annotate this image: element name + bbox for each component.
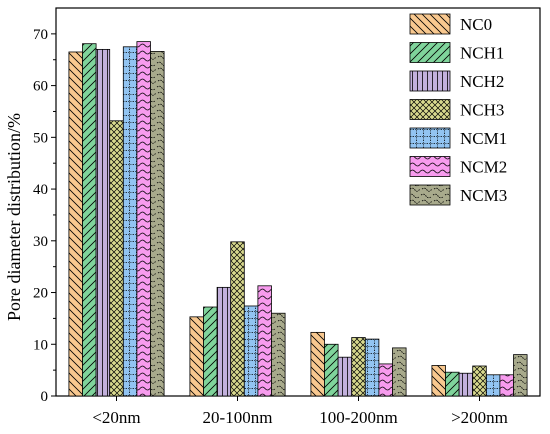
bar-ncm3-3 [392, 347, 407, 397]
bar-nc0-4 [431, 365, 446, 397]
bar-nch3-4 [472, 365, 487, 397]
plot-frame [55, 7, 541, 397]
legend-label-ncm2: NCM2 [460, 158, 507, 177]
bar-nch2-4 [458, 372, 474, 397]
bar-nch2-3 [337, 356, 353, 397]
bar-ncm1-4 [485, 374, 501, 397]
legend-swatch-ncm3 [409, 184, 451, 206]
legend-swatch-nc0 [409, 13, 451, 35]
legend-label-ncm1: NCM1 [460, 129, 507, 148]
plot-area [55, 7, 541, 397]
legend-swatch-nch1 [409, 42, 451, 63]
bar-ncm2-4 [499, 374, 514, 397]
y-tick-label: 30 [33, 234, 48, 250]
bar-ncm3-4 [513, 354, 528, 397]
y-tick-label: 20 [33, 286, 48, 302]
legend: NC0 NCH1 NCH2 NCH3 NCM1 NCM2 NCM3 [409, 13, 507, 206]
bar-nch1-2 [203, 306, 218, 397]
x-tick-label: <20nm [92, 408, 140, 427]
legend-swatch-nch2 [409, 70, 451, 92]
x-tick-label: >200nm [451, 408, 508, 427]
y-tick-label: 10 [33, 337, 48, 353]
bar-ncm2-1 [136, 41, 151, 397]
bar-ncm3-1 [150, 51, 165, 397]
x-tick-label: 100-200nm [319, 408, 397, 427]
bar-ncm2-2 [257, 285, 272, 397]
bar-nc0-1 [68, 51, 83, 397]
legend-swatch-nch3 [409, 99, 451, 120]
bar-ncm1-1 [122, 46, 138, 397]
bar-ncm1-2 [243, 305, 259, 397]
x-axis: <20nm 20-100nm 100-200nm >200nm [92, 396, 508, 427]
bar-nch3-2 [230, 241, 245, 397]
bar-nch2-1 [95, 48, 111, 397]
bar-nch1-3 [324, 343, 339, 397]
bar-nch3-3 [351, 337, 366, 397]
legend-label-nch3: NCH3 [460, 101, 504, 120]
y-tick-label: 0 [41, 389, 49, 405]
legend-swatch-ncm2 [409, 156, 451, 177]
bar-nc0-2 [189, 316, 204, 397]
legend-label-nch1: NCH1 [460, 44, 504, 63]
legend-label-nc0: NC0 [460, 15, 492, 34]
y-tick-label: 40 [33, 182, 48, 198]
bar-ncm1-3 [364, 338, 380, 397]
y-tick-label: 50 [33, 130, 48, 146]
bar-ncm3-2 [271, 312, 286, 397]
bar-nch1-4 [445, 371, 460, 397]
bar-nch1-1 [82, 43, 97, 397]
legend-swatch-ncm1 [409, 127, 451, 149]
legend-label-nch2: NCH2 [460, 72, 504, 91]
y-axis: 0 10 20 30 40 50 60 70 [33, 27, 56, 405]
x-tick-label: 20-100nm [203, 408, 273, 427]
bar-nch3-1 [109, 120, 124, 397]
legend-label-ncm3: NCM3 [460, 186, 507, 205]
bar-nch2-2 [216, 286, 232, 397]
bar-ncm2-3 [378, 363, 393, 397]
y-axis-title: Pore diameter distribution/% [4, 113, 24, 321]
y-tick-label: 60 [33, 79, 48, 95]
y-tick-label: 70 [33, 27, 48, 43]
bar-nc0-3 [310, 331, 325, 397]
